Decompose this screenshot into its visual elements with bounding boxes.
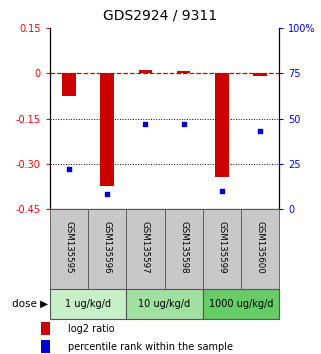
Text: GSM135600: GSM135600	[256, 221, 265, 274]
FancyBboxPatch shape	[50, 289, 126, 319]
Bar	[139, 70, 152, 74]
Bar	[62, 74, 75, 96]
Text: log2 ratio: log2 ratio	[68, 324, 115, 334]
FancyBboxPatch shape	[241, 209, 279, 289]
Bar	[254, 74, 267, 76]
Bar	[100, 74, 114, 186]
Text: GSM135599: GSM135599	[217, 221, 226, 273]
FancyBboxPatch shape	[164, 209, 203, 289]
Bar	[177, 71, 190, 74]
FancyBboxPatch shape	[203, 209, 241, 289]
Point	[219, 188, 224, 194]
Text: GSM135597: GSM135597	[141, 221, 150, 273]
Point	[105, 192, 110, 197]
FancyBboxPatch shape	[126, 289, 203, 319]
Point	[257, 129, 263, 134]
Text: GSM135598: GSM135598	[179, 221, 188, 273]
Bar	[41, 341, 50, 353]
Bar	[41, 322, 50, 335]
FancyBboxPatch shape	[126, 209, 164, 289]
Point	[181, 121, 186, 127]
FancyBboxPatch shape	[50, 209, 88, 289]
Text: 10 ug/kg/d: 10 ug/kg/d	[138, 298, 191, 309]
Point	[66, 166, 72, 172]
Text: percentile rank within the sample: percentile rank within the sample	[68, 342, 233, 352]
Text: 1 ug/kg/d: 1 ug/kg/d	[65, 298, 111, 309]
Text: GSM135596: GSM135596	[103, 221, 112, 273]
Text: GSM135595: GSM135595	[65, 221, 74, 273]
Text: dose ▶: dose ▶	[12, 298, 48, 309]
Bar	[215, 74, 229, 177]
Text: GDS2924 / 9311: GDS2924 / 9311	[103, 9, 218, 23]
FancyBboxPatch shape	[88, 209, 126, 289]
Point	[143, 121, 148, 127]
Text: 1000 ug/kg/d: 1000 ug/kg/d	[209, 298, 273, 309]
FancyBboxPatch shape	[203, 289, 279, 319]
